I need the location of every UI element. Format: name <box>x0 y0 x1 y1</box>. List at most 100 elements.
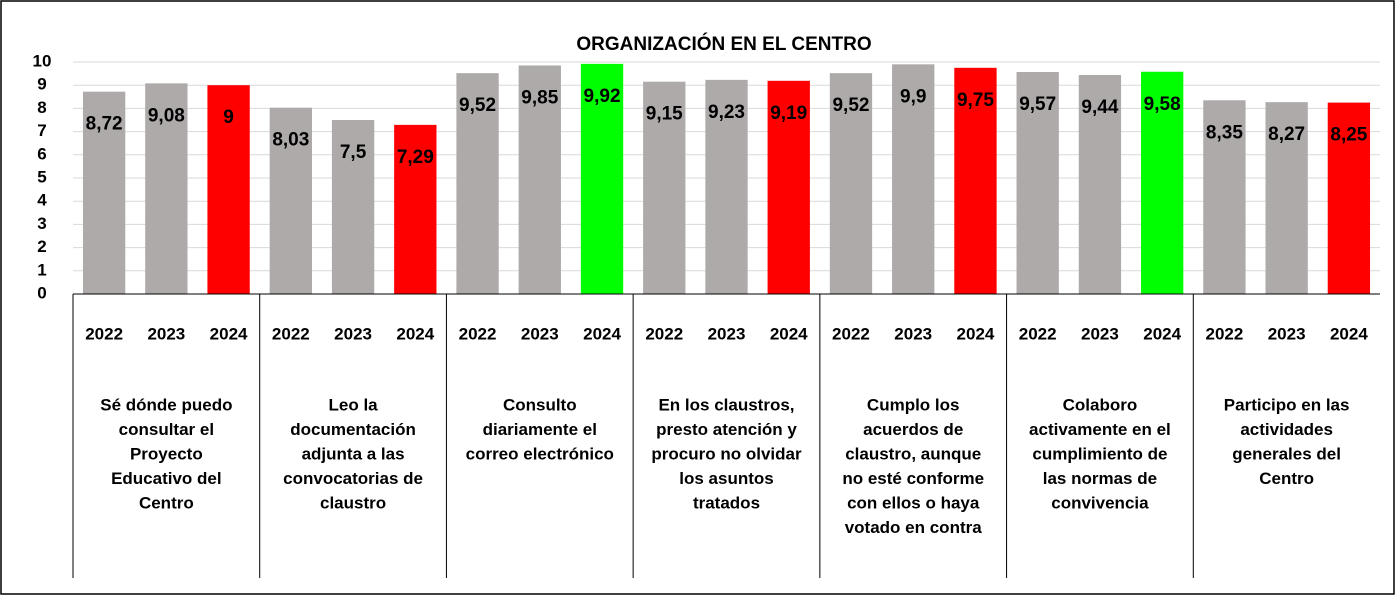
group-label: tratados <box>693 493 760 512</box>
bar <box>1203 100 1246 294</box>
group-label: procuro no olvidar <box>651 444 802 463</box>
data-label: 9,57 <box>1019 94 1056 115</box>
group-label: adjunta a las <box>302 444 405 463</box>
data-label: 8,27 <box>1268 124 1305 145</box>
bar <box>954 67 997 294</box>
y-tick-label: 3 <box>37 214 46 233</box>
group-label: no esté conforme <box>842 469 984 488</box>
bar <box>269 107 312 294</box>
chart-title: ORGANIZACIÓN EN EL CENTRO <box>576 33 871 55</box>
x-tick-label: 2024 <box>396 324 434 343</box>
data-label: 9,19 <box>770 103 807 124</box>
group-label: acuerdos de <box>863 420 963 439</box>
bar <box>1141 71 1184 294</box>
bar <box>145 83 188 295</box>
bar <box>705 79 748 294</box>
x-tick-label: 2023 <box>334 324 372 343</box>
group-label: Educativo del <box>111 469 222 488</box>
y-tick-label: 1 <box>37 260 46 279</box>
bar <box>580 63 624 294</box>
group-label: convocatorias de <box>283 469 423 488</box>
group-label: consultar el <box>119 420 214 439</box>
x-tick-label: 2024 <box>1330 324 1368 343</box>
group-label: convivencia <box>1051 493 1149 512</box>
group-label: En los claustros, <box>658 395 794 414</box>
data-label: 9,23 <box>708 102 745 123</box>
x-tick-label: 2023 <box>708 324 746 343</box>
bar <box>829 73 873 294</box>
x-tick-label: 2022 <box>832 324 870 343</box>
group-label: documentación <box>290 420 416 439</box>
data-label: 8,03 <box>272 130 309 151</box>
group-label: Colaboro <box>1063 395 1138 414</box>
data-label: 9,85 <box>521 87 558 108</box>
data-label: 9 <box>223 107 234 128</box>
y-tick-label: 2 <box>37 237 46 256</box>
bar <box>331 120 375 294</box>
data-label: 9,15 <box>646 104 683 125</box>
group-label: Participo en las <box>1224 395 1350 414</box>
x-tick-label: 2024 <box>957 324 995 343</box>
y-tick-label: 4 <box>37 191 47 210</box>
group-label: cumplimiento de <box>1032 444 1167 463</box>
data-label: 9,9 <box>900 86 926 107</box>
data-label: 9,58 <box>1144 94 1181 115</box>
group-label: Sé dónde puedo <box>100 395 232 414</box>
group-label: presto atención y <box>656 420 797 439</box>
bar <box>767 80 810 295</box>
y-tick-label: 9 <box>37 75 46 94</box>
y-tick-label: 8 <box>37 98 46 117</box>
data-label: 9,92 <box>584 86 621 107</box>
x-tick-label: 2024 <box>210 324 248 343</box>
x-tick-label: 2023 <box>521 324 559 343</box>
group-label: Consulto <box>503 395 577 414</box>
bar <box>207 85 250 294</box>
group-label: las normas de <box>1043 469 1157 488</box>
x-tick-label: 2022 <box>1019 324 1057 343</box>
y-tick-label: 0 <box>37 283 46 302</box>
group-label: Leo la <box>329 395 379 414</box>
group-label: con ellos o haya <box>847 493 980 512</box>
data-label: 8,72 <box>86 114 123 135</box>
x-tick-label: 2023 <box>894 324 932 343</box>
group-label: los asuntos <box>679 469 773 488</box>
data-label: 9,08 <box>148 105 185 126</box>
group-label: Centro <box>139 493 194 512</box>
x-tick-label: 2023 <box>1268 324 1306 343</box>
x-tick-label: 2023 <box>147 324 185 343</box>
data-label: 9,44 <box>1081 97 1118 118</box>
group-label: diariamente el <box>483 420 597 439</box>
data-label: 9,52 <box>459 95 496 116</box>
bar <box>892 64 935 294</box>
x-tick-label: 2024 <box>1143 324 1181 343</box>
group-label: Cumplo los <box>867 395 960 414</box>
bar <box>1265 102 1308 294</box>
x-tick-label: 2024 <box>770 324 808 343</box>
x-tick-label: 2022 <box>272 324 310 343</box>
bar <box>1078 74 1122 294</box>
x-tick-label: 2023 <box>1081 324 1119 343</box>
group-label: claustro, aunque <box>845 444 981 463</box>
bar <box>643 81 686 294</box>
group-label: correo electrónico <box>466 444 614 463</box>
x-tick-label: 2022 <box>459 324 497 343</box>
data-label: 9,75 <box>957 90 994 111</box>
group-label: activamente en el <box>1029 420 1171 439</box>
x-tick-label: 2022 <box>85 324 123 343</box>
x-tick-label: 2024 <box>583 324 621 343</box>
data-label: 8,25 <box>1330 125 1367 146</box>
x-tick-label: 2022 <box>1205 324 1243 343</box>
data-label: 9,52 <box>832 95 869 116</box>
group-label: claustro <box>320 493 386 512</box>
data-label: 7,5 <box>340 142 367 163</box>
x-tick-label: 2022 <box>645 324 683 343</box>
bar <box>456 73 499 294</box>
bar <box>394 124 437 294</box>
y-tick-label: 6 <box>37 144 46 163</box>
bar <box>82 91 126 294</box>
y-tick-label: 5 <box>37 167 46 186</box>
data-label: 8,35 <box>1206 122 1243 143</box>
group-label: Centro <box>1259 469 1314 488</box>
group-label: Proyecto <box>130 444 203 463</box>
